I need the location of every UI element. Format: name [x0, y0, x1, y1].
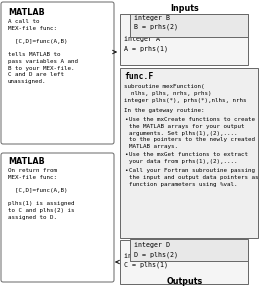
Text: integer B
B = prhs(2): integer B B = prhs(2)	[134, 15, 178, 31]
Text: integer D
D = plhs(2): integer D D = plhs(2)	[134, 242, 178, 257]
FancyBboxPatch shape	[120, 240, 248, 284]
FancyBboxPatch shape	[120, 14, 248, 65]
FancyBboxPatch shape	[120, 68, 258, 238]
Text: On return from
MEX-file func:

  [C,D]=func(A,B)

plhs(1) is assigned
to C and p: On return from MEX-file func: [C,D]=func…	[8, 168, 74, 220]
FancyBboxPatch shape	[1, 2, 114, 144]
Text: Use the mxCreate functions to create
the MATLAB arrays for your output
arguments: Use the mxCreate functions to create the…	[129, 117, 255, 149]
Text: •: •	[124, 117, 128, 122]
FancyBboxPatch shape	[1, 153, 114, 282]
Text: func.F: func.F	[124, 72, 153, 81]
Text: In the gateway routine:: In the gateway routine:	[124, 108, 205, 113]
Text: A call to
MEX-file func:

  [C,D]=func(A,B)

tells MATLAB to
pass variables A an: A call to MEX-file func: [C,D]=func(A,B)…	[8, 19, 78, 84]
Text: MATLAB: MATLAB	[8, 157, 45, 166]
Text: integer C
C = plhs(1): integer C C = plhs(1)	[124, 253, 168, 269]
Text: subroutine mexFunction(
  nlhs, plhs, nrhs, prhs)
integer plhs(*), prhs(*),nlhs,: subroutine mexFunction( nlhs, plhs, nrhs…	[124, 84, 246, 103]
Text: integer A
A = prhs(1): integer A A = prhs(1)	[124, 36, 168, 51]
Text: Inputs: Inputs	[171, 4, 199, 13]
Text: MATLAB: MATLAB	[8, 8, 45, 17]
Text: Call your Fortran subroutine passing
the input and output data pointers as
funct: Call your Fortran subroutine passing the…	[129, 168, 258, 186]
Text: Use the mxGet functions to extract
your data from prhs(1),(2),....: Use the mxGet functions to extract your …	[129, 152, 248, 164]
Text: Outputs: Outputs	[167, 277, 203, 286]
FancyBboxPatch shape	[130, 14, 248, 37]
FancyBboxPatch shape	[130, 239, 248, 261]
Text: •: •	[124, 168, 128, 173]
Text: •: •	[124, 152, 128, 157]
